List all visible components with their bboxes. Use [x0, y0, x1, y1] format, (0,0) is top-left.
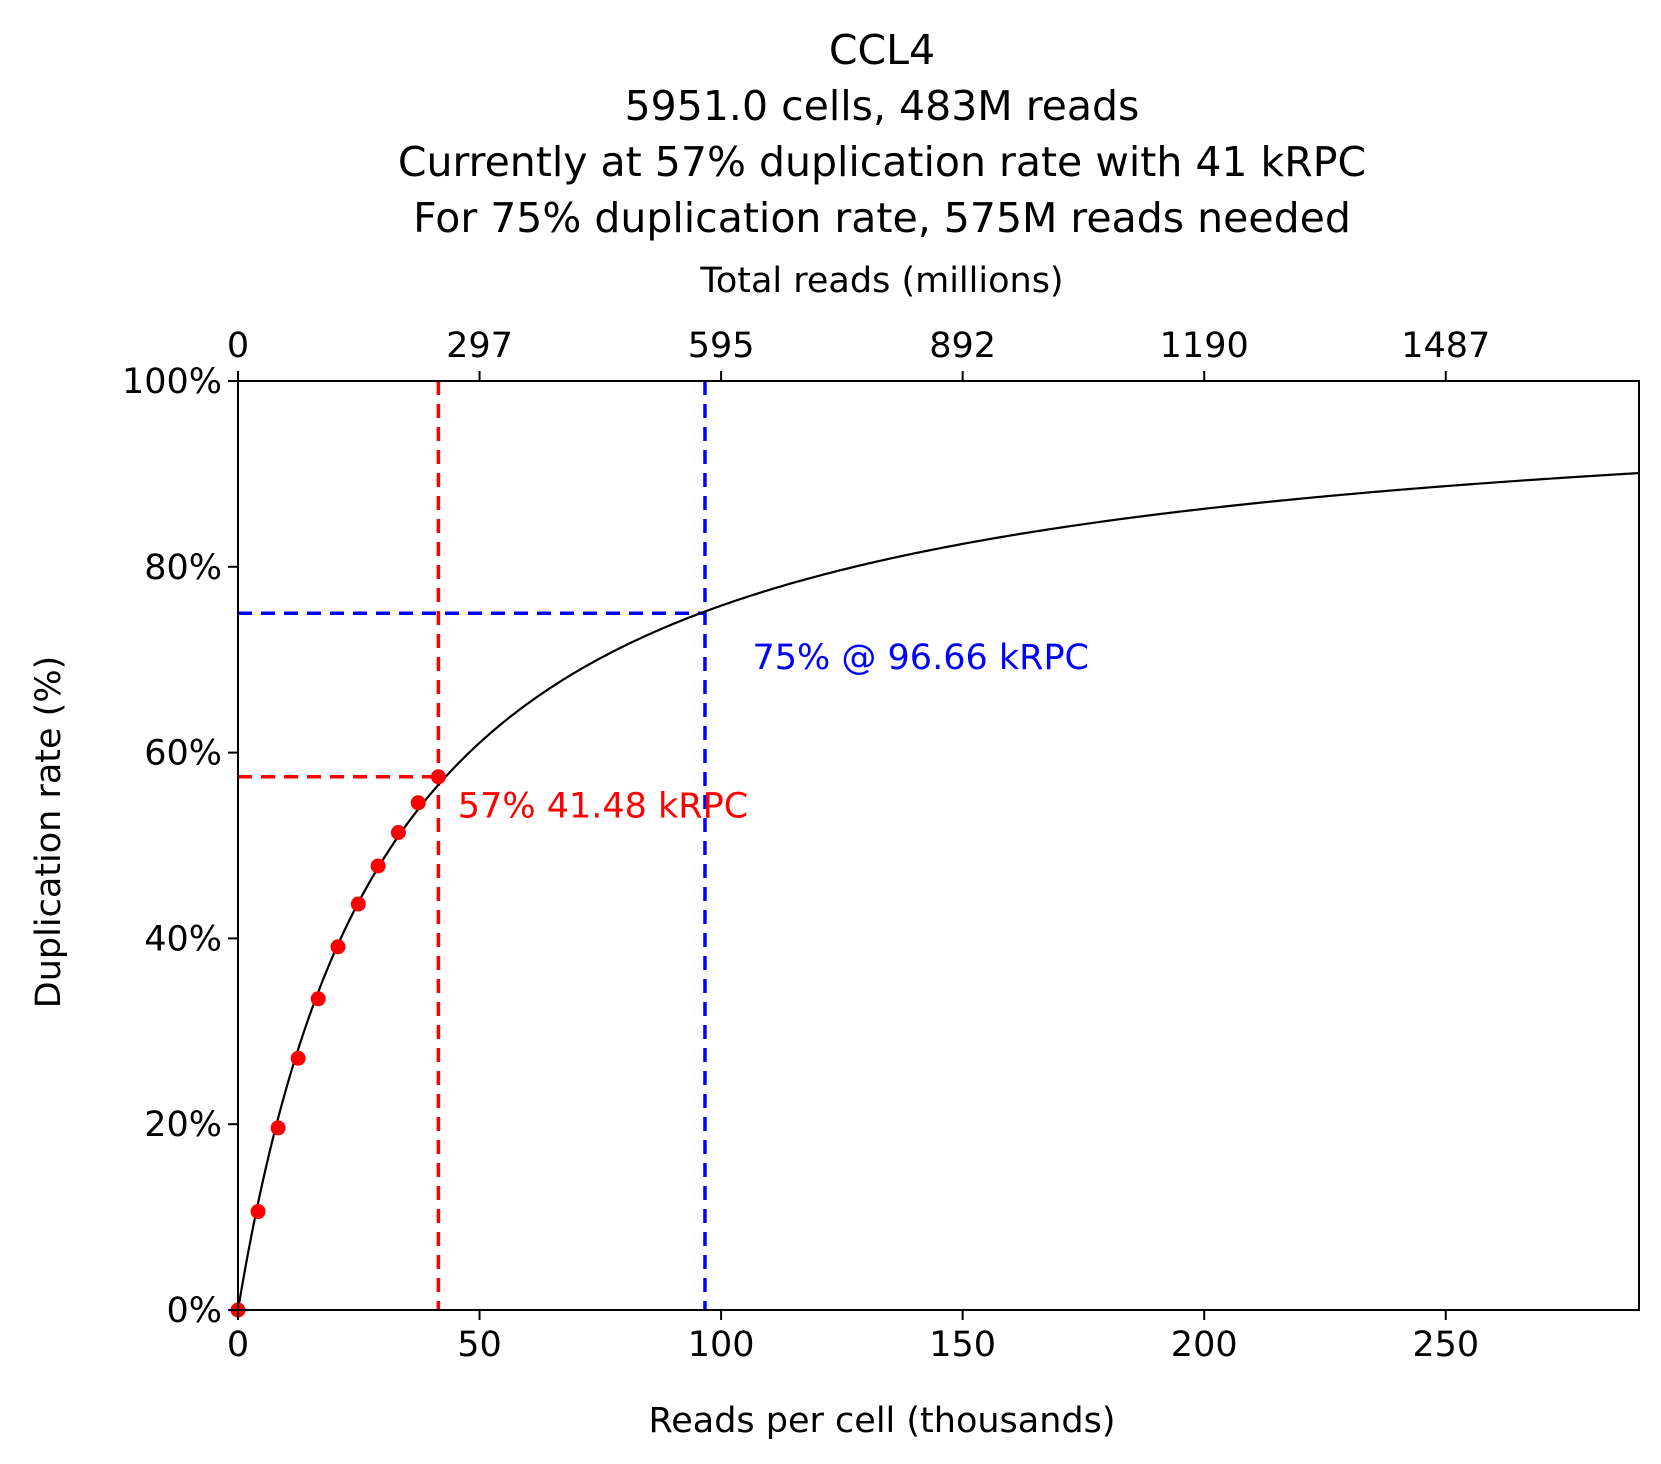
title-line-4: For 75% duplication rate, 575M reads nee…: [413, 194, 1351, 242]
top-x-tick-label-5: 1487: [1401, 326, 1490, 366]
top-x-tick-label-3: 892: [929, 326, 996, 366]
data-point-6: [350, 896, 366, 912]
x-tick-label-1: 50: [457, 1325, 502, 1365]
target-rate-annotation: 75% @ 96.66 kRPC: [753, 638, 1089, 678]
y-axis-label: Duplication rate (%): [29, 656, 69, 1008]
reference-lines: [238, 381, 707, 1310]
data-point-4: [310, 991, 326, 1007]
x-axis-ticks: 0 50 100 150 200 250: [227, 1310, 1479, 1365]
x-tick-label-5: 250: [1412, 1325, 1479, 1365]
data-point-1: [250, 1204, 266, 1220]
y-tick-label-3: 60%: [144, 734, 222, 774]
data-point-2: [270, 1120, 286, 1136]
top-x-axis-ticks: 0 297 595 892 1190 1487: [227, 326, 1490, 381]
title-line-1: CCL4: [829, 26, 935, 74]
x-tick-label-2: 100: [688, 1325, 755, 1365]
x-tick-label-3: 150: [929, 1325, 996, 1365]
chart-title: CCL4 5951.0 cells, 483M reads Currently …: [398, 26, 1366, 242]
fit-curve-layer: [236, 471, 1640, 1311]
data-point-5: [330, 939, 346, 955]
y-tick-label-4: 80%: [144, 548, 222, 588]
top-x-axis-label: Total reads (millions): [699, 261, 1063, 301]
x-axis-label: Reads per cell (thousands): [648, 1401, 1115, 1441]
top-x-tick-label-2: 595: [688, 326, 755, 366]
y-tick-label-2: 40%: [144, 919, 222, 959]
x-tick-label-4: 200: [1171, 1325, 1238, 1365]
x-tick-label-0: 0: [227, 1325, 249, 1365]
data-point-7: [370, 858, 386, 874]
top-x-tick-label-0: 0: [227, 326, 249, 366]
plot-frame: [237, 380, 1640, 1311]
data-point-9: [410, 795, 426, 811]
y-tick-label-5: 100%: [122, 362, 222, 402]
title-line-2: 5951.0 cells, 483M reads: [625, 82, 1140, 130]
current-rate-annotation: 57% 41.48 kRPC: [458, 787, 748, 827]
data-point-10: [430, 769, 446, 785]
fit-curve: [236, 471, 1640, 1311]
y-tick-label-1: 20%: [144, 1105, 222, 1145]
data-points: [230, 769, 446, 1318]
data-point-3: [290, 1050, 306, 1066]
top-x-tick-label-4: 1190: [1160, 326, 1249, 366]
title-line-3: Currently at 57% duplication rate with 4…: [398, 138, 1366, 186]
y-axis-ticks: 0% 20% 40% 60% 80% 100%: [122, 362, 238, 1331]
top-x-tick-label-1: 297: [446, 326, 513, 366]
data-point-8: [390, 824, 406, 840]
y-tick-label-0: 0%: [166, 1291, 222, 1331]
